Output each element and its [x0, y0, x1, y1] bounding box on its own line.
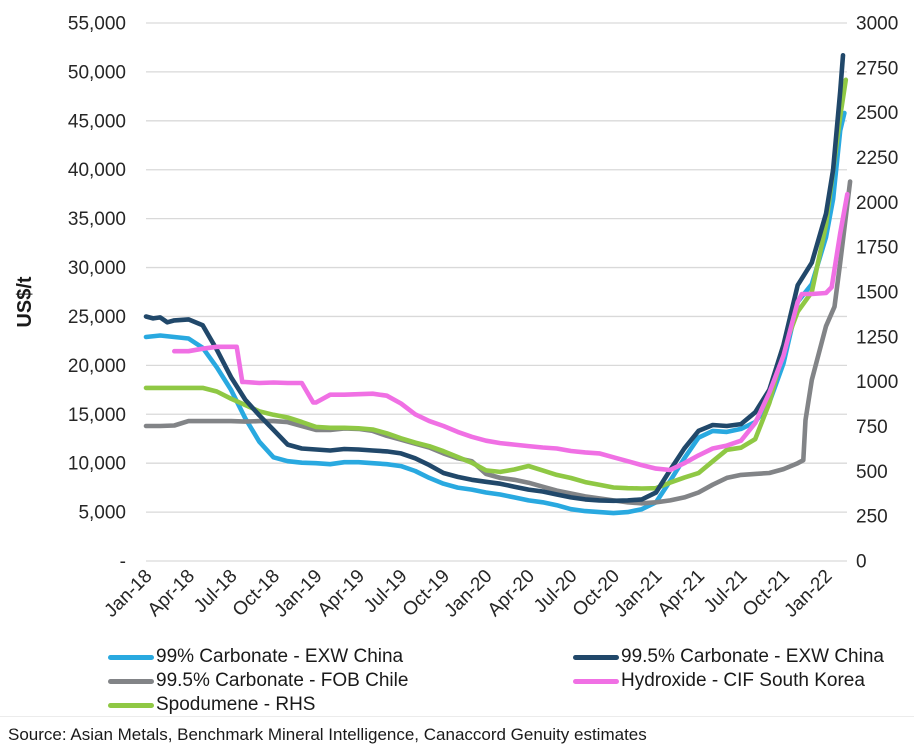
legend-label: Spodumene - RHS [156, 694, 316, 715]
right-axis-tick-label: 1000 [856, 372, 898, 393]
left-axis-tick-label: 15,000 [68, 405, 126, 426]
legend-swatch [573, 654, 619, 660]
legend-item: Spodumene - RHS [108, 693, 315, 717]
legend-item: 99% Carbonate - EXW China [108, 645, 403, 669]
legend-item: 99.5% Carbonate - EXW China [573, 645, 884, 669]
right-axis-tick-label: 3000 [856, 14, 898, 35]
left-axis-tick-label: 20,000 [68, 356, 126, 377]
legend-swatch [108, 678, 154, 684]
x-axis-tick-label: Apr-21 [654, 566, 709, 621]
source-note: Source: Asian Metals, Benchmark Mineral … [8, 725, 647, 744]
series-line [172, 191, 850, 473]
left-axis-tick-label: 5,000 [78, 503, 126, 524]
x-axis-tick-label: Jan-19 [271, 566, 327, 622]
right-axis-tick-label: 2750 [856, 58, 898, 79]
series-line [143, 110, 847, 516]
x-axis-tick-label: Jan-20 [441, 566, 497, 622]
legend-item: Hydroxide - CIF South Korea [573, 669, 865, 693]
right-axis-tick-label: 2500 [856, 103, 898, 124]
legend-swatch [573, 678, 619, 684]
left-axis-title: US$/t [14, 276, 36, 327]
right-axis-tick-label: 2000 [856, 193, 898, 214]
right-axis-tick-label: 1500 [856, 283, 898, 304]
legend-label: Hydroxide - CIF South Korea [621, 670, 865, 691]
x-axis-tick-label: Jan-21 [611, 566, 667, 622]
legend-label: 99.5% Carbonate - EXW China [621, 646, 884, 667]
left-axis-tick-label: - [120, 552, 126, 573]
right-axis-tick-label: 750 [856, 417, 888, 438]
legend-label: 99.5% Carbonate - FOB Chile [156, 670, 409, 691]
right-axis-tick-label: 500 [856, 462, 888, 483]
x-axis-tick-label: Apr-18 [144, 566, 199, 621]
legend-label: 99% Carbonate - EXW China [156, 646, 404, 667]
x-axis-tick-label: Jan-22 [781, 566, 837, 622]
legend-swatch [108, 702, 154, 708]
series-line [143, 52, 846, 504]
left-axis-tick-label: 55,000 [68, 14, 126, 35]
series-line [143, 77, 849, 491]
legend-item: 99.5% Carbonate - FOB Chile [108, 669, 408, 693]
right-axis-tick-label: 0 [856, 552, 867, 573]
x-axis-tick-label: Apr-20 [484, 566, 539, 621]
left-axis-tick-label: 35,000 [68, 209, 126, 230]
source-bar: Source: Asian Metals, Benchmark Mineral … [0, 716, 914, 754]
left-axis-tick-label: 50,000 [68, 62, 126, 83]
left-axis-tick-label: 45,000 [68, 111, 126, 132]
legend-swatch [108, 654, 154, 660]
chart-legend: 99% Carbonate - EXW China 99.5% Carbonate… [0, 641, 914, 717]
right-axis-tick-label: 250 [856, 507, 888, 528]
left-axis-tick-label: 10,000 [68, 454, 126, 475]
right-axis-tick-label: 2250 [856, 148, 898, 169]
x-axis-tick-label: Jan-18 [101, 566, 157, 622]
right-axis-tick-label: 1750 [856, 238, 898, 259]
x-axis-tick-label: Apr-19 [314, 566, 369, 621]
right-axis-tick-label: 1250 [856, 327, 898, 348]
price-chart-svg: 55,000 50,000 45,000 40,000 35,000 30,000 25,0… [14, 14, 898, 622]
series-line [143, 179, 853, 506]
left-axis-tick-label: 30,000 [68, 258, 126, 279]
left-axis-tick-label: 40,000 [68, 160, 126, 181]
left-axis-tick-label: 25,000 [68, 307, 126, 328]
